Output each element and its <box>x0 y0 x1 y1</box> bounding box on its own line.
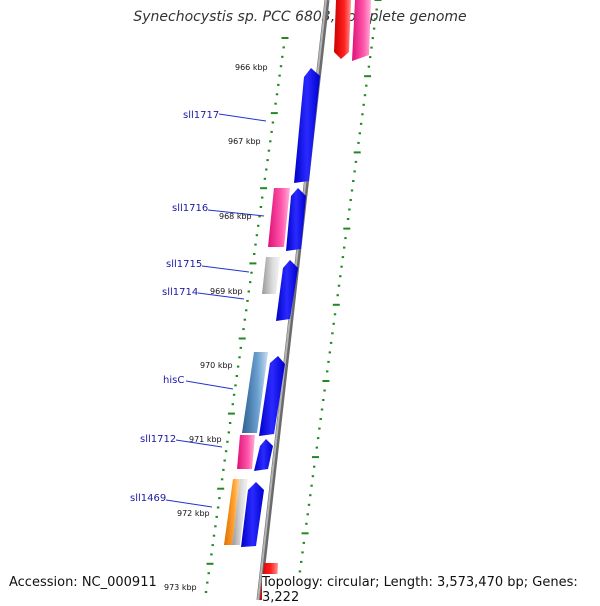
leader-sll1712 <box>175 439 223 448</box>
gene-sll1715 <box>262 257 280 294</box>
gene-sll1469-grey <box>232 479 248 545</box>
kbp-label-973: 973 kbp <box>164 583 197 592</box>
gene-sll1469-orange <box>224 479 240 545</box>
kbp-label-967: 967 kbp <box>228 137 261 146</box>
gene-sll1716 <box>268 188 290 247</box>
leader-sll1714 <box>197 292 245 300</box>
gene-forward-5 <box>254 439 273 471</box>
gene-label-sll1714: sll1714 <box>162 287 198 298</box>
gene-hisC <box>242 352 268 433</box>
kbp-label-968: 968 kbp <box>219 212 252 221</box>
leader-hisC <box>185 380 234 390</box>
kbp-label-969: 969 kbp <box>210 287 243 296</box>
gene-label-sll1717: sll1717 <box>183 110 219 121</box>
gene-pink-top <box>352 0 371 61</box>
map-title: Synechocystis sp. PCC 6803, complete gen… <box>133 9 467 25</box>
gene-label-sll1715: sll1715 <box>166 259 202 270</box>
kbp-label-966: 966 kbp <box>235 63 268 72</box>
topology-text: Topology: circular; Length: 3,573,470 bp… <box>262 574 600 606</box>
gene-label-sll1712: sll1712 <box>140 434 176 445</box>
gene-forward-6 <box>241 482 264 547</box>
gene-sll1712 <box>237 435 255 469</box>
kbp-label-972: 972 kbp <box>177 509 210 518</box>
leader-sll1717 <box>218 113 267 122</box>
accession-text: Accession: NC_000911 <box>9 574 157 591</box>
kbp-label-970: 970 kbp <box>200 361 233 370</box>
leader-sll1715 <box>201 265 250 273</box>
leader-sll1469 <box>165 499 213 508</box>
gene-forward-4 <box>259 356 285 436</box>
gene-forward-2 <box>286 188 306 251</box>
kbp-label-971: 971 kbp <box>189 435 222 444</box>
gene-forward-3 <box>276 260 298 321</box>
gene-label-sll1716: sll1716 <box>172 203 208 214</box>
gene-red-top <box>334 0 351 59</box>
gene-label-sll1469: sll1469 <box>130 493 166 504</box>
gene-label-hisC: hisC <box>163 375 184 386</box>
leader-sll1716 <box>207 209 265 217</box>
gene-forward-1 <box>294 68 320 183</box>
